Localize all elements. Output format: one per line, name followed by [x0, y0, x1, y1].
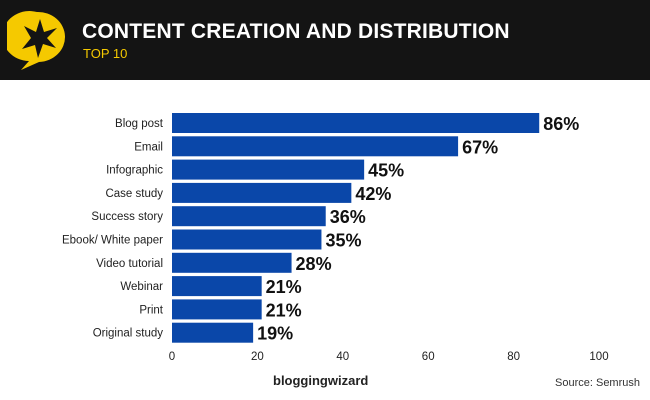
data-label: 67% [462, 137, 498, 157]
data-label: 28% [296, 254, 332, 274]
category-label: Original study [93, 328, 164, 340]
bar [172, 159, 365, 180]
chart-subtitle: TOP 10 [83, 46, 128, 61]
category-label: Blog post [115, 118, 164, 130]
bar [172, 113, 540, 133]
category-label: Ebook/ White paper [62, 235, 163, 247]
category-label: Infographic [106, 165, 163, 177]
x-tick-label: 40 [336, 351, 349, 363]
x-tick-label: 60 [422, 351, 435, 363]
data-label: 21% [266, 277, 302, 297]
source-note: Source: Semrush [555, 377, 640, 389]
data-label: 19% [257, 324, 293, 344]
category-label: Print [139, 304, 163, 316]
brand-logo: bloggingwizard [273, 373, 369, 388]
category-label: Webinar [120, 281, 163, 293]
x-tick-label: 20 [251, 351, 264, 363]
category-label: Success story [91, 211, 163, 223]
chart-title: CONTENT CREATION AND DISTRIBUTION [82, 20, 510, 43]
data-label: 86% [543, 114, 579, 134]
bar [172, 229, 322, 250]
data-label: 45% [368, 161, 404, 181]
x-tick-label: 100 [589, 351, 608, 363]
bar [172, 136, 459, 157]
bar [172, 206, 326, 227]
category-label: Email [134, 141, 163, 153]
data-label: 21% [266, 300, 302, 320]
bar-chart: Blog post 86% Email 67% Infographic 45% Case s… [62, 113, 609, 363]
bar [172, 252, 292, 273]
bar [172, 276, 262, 297]
data-label: 42% [355, 184, 391, 204]
logo-star-bubble-icon [7, 11, 65, 70]
header: CONTENT CREATION AND DISTRIBUTION TOP 10 [0, 0, 650, 80]
bar [172, 322, 254, 343]
category-label: Case study [105, 188, 163, 200]
bar [172, 182, 352, 203]
data-label: 36% [330, 207, 366, 227]
bar [172, 299, 262, 320]
x-tick-label: 80 [507, 351, 520, 363]
data-label: 35% [325, 231, 361, 251]
x-tick-label: 0 [169, 351, 175, 363]
category-label: Video tutorial [96, 258, 163, 270]
